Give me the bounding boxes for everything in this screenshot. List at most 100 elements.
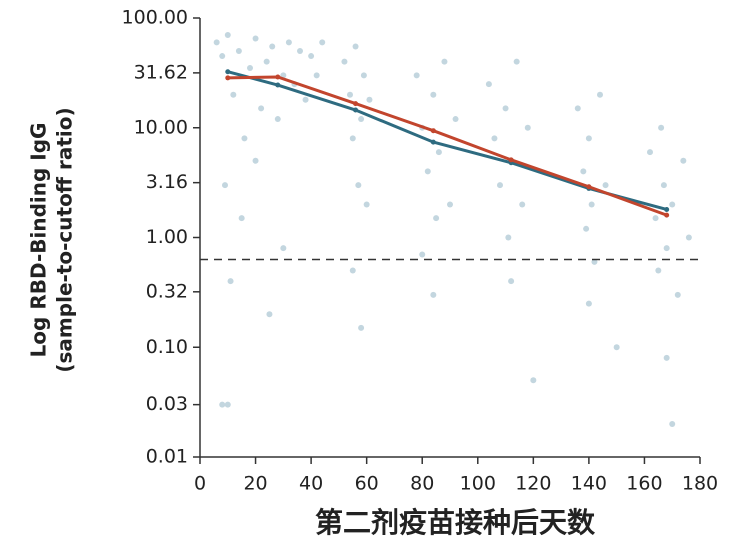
point	[238, 215, 245, 222]
point	[597, 91, 603, 98]
point	[491, 135, 498, 142]
y-tick-label: 0.32	[146, 280, 188, 302]
point	[669, 201, 676, 208]
y-tick-label: 0.10	[146, 336, 188, 358]
point	[258, 105, 265, 112]
point	[585, 135, 592, 142]
x-tick-label: 20	[243, 473, 267, 495]
point	[360, 72, 367, 79]
x-tick-label: 160	[626, 473, 662, 495]
x-tick-label: 0	[194, 473, 206, 495]
point	[302, 96, 309, 103]
line-point	[225, 69, 231, 75]
point	[227, 278, 234, 285]
point	[669, 420, 676, 427]
point	[685, 234, 692, 241]
point	[235, 48, 242, 55]
point	[508, 278, 515, 285]
point	[280, 245, 287, 252]
y-tick-label: 0.01	[146, 446, 188, 468]
point	[424, 168, 431, 175]
point	[485, 81, 492, 88]
point	[213, 39, 220, 46]
line-point	[430, 128, 436, 134]
point	[313, 72, 320, 79]
point	[419, 251, 426, 258]
point	[602, 182, 609, 189]
x-tick-label: 60	[355, 473, 379, 495]
x-tick-label: 180	[682, 473, 718, 495]
point	[341, 58, 348, 65]
point	[663, 245, 670, 252]
point	[358, 324, 365, 331]
point	[580, 168, 587, 175]
point	[219, 401, 226, 408]
line-point	[275, 82, 281, 88]
point	[241, 135, 248, 142]
point	[413, 72, 420, 79]
point	[347, 91, 353, 98]
line-point	[664, 212, 670, 218]
point	[269, 43, 276, 50]
line-point	[225, 75, 231, 81]
point	[435, 149, 442, 156]
point	[585, 300, 592, 307]
point	[497, 182, 503, 189]
x-tick-label: 140	[571, 473, 607, 495]
x-tick-label: 40	[299, 473, 323, 495]
point	[674, 291, 681, 298]
point	[349, 135, 356, 142]
x-tick-label: 120	[515, 473, 551, 495]
y-tick-label: 10.00	[134, 116, 188, 138]
point	[505, 234, 512, 241]
point	[433, 215, 440, 222]
point	[430, 291, 437, 298]
x-tick-label: 100	[460, 473, 496, 495]
point	[252, 35, 259, 42]
point	[502, 105, 509, 112]
point	[358, 116, 365, 123]
point	[247, 65, 253, 72]
y-tick-label: 0.03	[146, 393, 188, 415]
point	[441, 58, 448, 65]
point	[530, 377, 537, 384]
point	[452, 116, 459, 123]
y-tick-label: 3.16	[146, 171, 188, 193]
line-point	[664, 206, 670, 212]
y-tick-label: 31.62	[134, 61, 188, 83]
y-tick-label: 1.00	[146, 226, 188, 248]
y-axis-label: (sample-to-cutoff ratio)	[53, 107, 77, 372]
x-tick-label: 80	[410, 473, 434, 495]
point	[647, 149, 653, 156]
point	[319, 39, 326, 46]
point	[447, 201, 453, 208]
point	[524, 124, 531, 131]
x-axis-label: 第二剂疫苗接种后天数	[315, 506, 596, 539]
point	[591, 258, 598, 265]
point	[519, 201, 526, 208]
line-point	[353, 101, 359, 107]
point	[655, 267, 662, 274]
point	[224, 401, 231, 408]
point	[652, 215, 659, 222]
point	[297, 48, 303, 55]
point	[660, 182, 667, 189]
point	[363, 201, 370, 208]
point	[222, 182, 228, 189]
point	[574, 105, 581, 112]
point	[308, 53, 315, 60]
point	[285, 39, 292, 46]
line-point	[586, 184, 592, 190]
point	[583, 225, 590, 232]
point	[219, 53, 226, 60]
point	[230, 91, 237, 98]
point	[252, 157, 259, 164]
point	[513, 58, 520, 65]
point	[349, 267, 356, 274]
point	[680, 157, 687, 164]
point	[352, 43, 359, 50]
point	[366, 96, 373, 103]
point	[274, 116, 281, 123]
point	[613, 344, 620, 351]
